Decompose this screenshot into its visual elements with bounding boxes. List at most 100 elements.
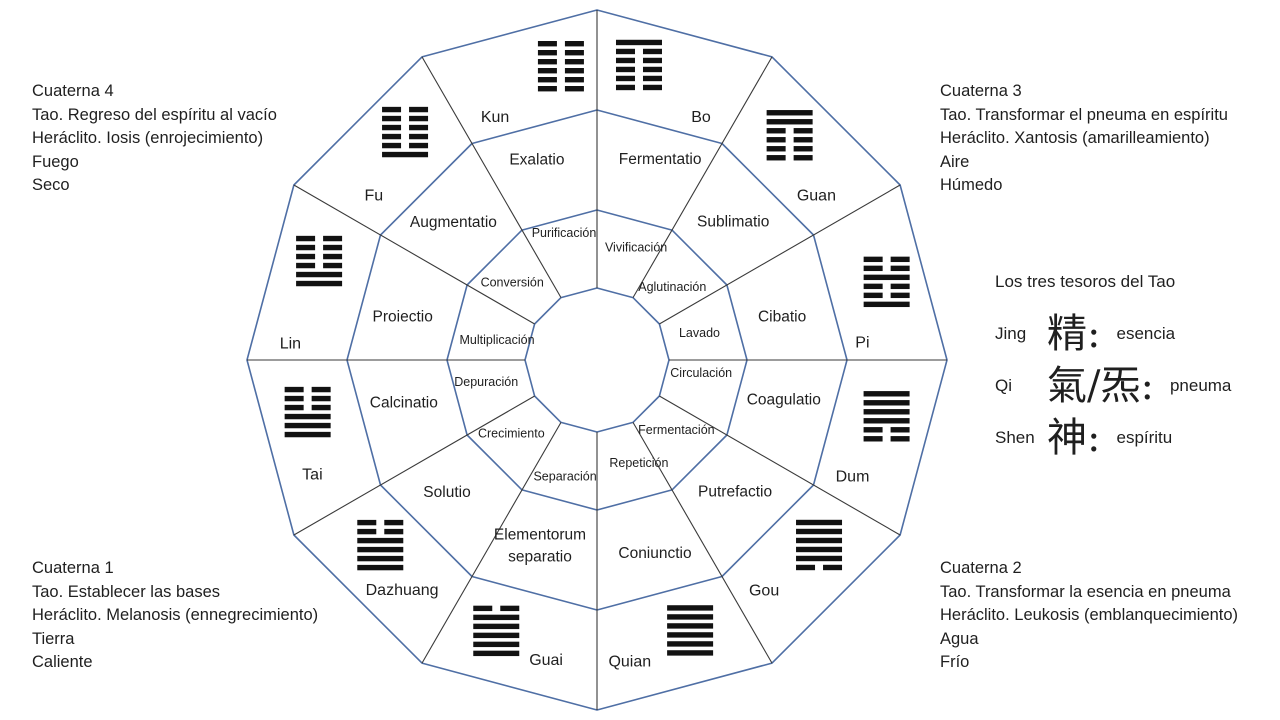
cuaterna-1-block: Cuaterna 1 Tao. Establecer las bases Her… (32, 557, 318, 675)
cuaterna-4-quality: Seco (32, 176, 70, 194)
sector-lin: Lin Proiectio Multiplicación (280, 235, 535, 352)
cuaterna-4-block: Cuaterna 4 Tao. Regreso del espíritu al … (32, 80, 277, 198)
treasure-jing-meaning: esencia (1116, 324, 1176, 343)
sector-divider (421, 56, 562, 298)
inner-term-label-lin: Multiplicación (459, 333, 534, 347)
treasure-qi-row: Qi 氣/炁: pneuma (995, 360, 1231, 412)
inner-term-label-kun: Purificación (532, 226, 597, 240)
sector-kun: Kun Exalatio Purificación (481, 41, 596, 240)
hexagram-name-fu: Fu (364, 188, 383, 205)
inner-term-label-guai: Separación (533, 470, 596, 484)
sector-divider (659, 395, 901, 536)
three-treasures-panel: Los tres tesoros del Tao Jing 精: esencia… (995, 272, 1231, 464)
hexagram-name-quian: Quian (608, 654, 651, 671)
qi-hanzi-glyph: 氣/炁: (1047, 363, 1154, 409)
sector-bo: Bo Fermentatio Vivificación (605, 39, 711, 255)
sector-gou: Gou Putrefactio Fermentación (638, 423, 843, 599)
hexagram-fu-icon (382, 106, 429, 158)
sector-tai: Tai Calcinatio Depuración (284, 375, 518, 484)
cuaterna-2-block: Cuaterna 2 Tao. Transformar la esencia e… (940, 557, 1238, 675)
hexagram-lin-icon (296, 235, 343, 287)
hexagram-pi-icon (863, 256, 910, 308)
sector-divider (632, 422, 773, 664)
sector-divider (632, 56, 773, 298)
hexagram-name-lin: Lin (280, 335, 301, 352)
three-treasures-title: Los tres tesoros del Tao (995, 272, 1176, 291)
jing-hanzi-glyph: 精: (1047, 311, 1101, 357)
cuaterna-4-element: Fuego (32, 152, 79, 171)
hexagram-name-gou: Gou (749, 582, 779, 599)
cuaterna-3-heraclito: Heráclito. Xantosis (amarilleamiento) (940, 129, 1210, 147)
hexagram-dum-icon (863, 391, 910, 442)
treasure-shen-row: Shen 神: espíritu (995, 412, 1231, 464)
hexagram-name-guan: Guan (797, 187, 836, 204)
operation-label-quian: Coniunctio (618, 545, 691, 562)
cuaterna-4-title: Cuaterna 4 (32, 82, 114, 100)
inner-term-label-dum: Circulación (670, 366, 732, 380)
hexagram-quian-icon (667, 605, 714, 656)
cuaterna-2-heraclito: Heráclito. Leukosis (emblanquecimiento) (940, 606, 1239, 624)
cuaterna-2-element: Agua (940, 629, 979, 648)
operation-label-guan: Sublimatio (697, 213, 769, 230)
cuaterna-1-element: Tierra (32, 629, 75, 648)
inner-term-label-fu: Conversión (481, 275, 544, 289)
cuaterna-2-tao: Tao. Transformar la esencia en pneuma (940, 582, 1231, 601)
treasure-jing-row: Jing 精: esencia (995, 308, 1231, 360)
cuaterna-1-title: Cuaterna 1 (32, 559, 114, 577)
treasure-qi-meaning: pneuma (1169, 376, 1232, 395)
cuaterna-3-tao: Tao. Transformar el pneuma en espíritu (940, 105, 1228, 124)
sector-guai: Guai Elementorum separatio Separación (473, 470, 597, 669)
treasure-shen-meaning: espíritu (1116, 428, 1173, 447)
treasure-shen-name: Shen (995, 428, 1035, 447)
hexagram-dazhuang-icon (357, 519, 404, 571)
center-ring-border (524, 287, 670, 433)
hexagram-name-bo: Bo (691, 109, 711, 126)
hexagram-gou-icon (796, 519, 843, 571)
sector-divider-lines (247, 10, 947, 710)
cuaterna-3-block: Cuaterna 3 Tao. Transformar el pneuma en… (940, 80, 1228, 198)
operation-label-fu: Augmentatio (410, 214, 497, 231)
sector-quian: Quian Coniunctio Repetición (608, 456, 714, 671)
operation-label-bo: Fermentatio (619, 151, 702, 168)
operation-label-guai: Elementorum separatio (494, 526, 586, 565)
inner-term-label-pi: Lavado (679, 326, 720, 340)
sector-divider (421, 422, 562, 664)
inner-term-label-guan: Aglutinación (638, 280, 706, 294)
operation-label-dazhuang: Solutio (423, 484, 470, 501)
hexagram-name-pi: Pi (855, 334, 869, 351)
hexagram-name-kun: Kun (481, 109, 509, 126)
inner-term-label-tai: Depuración (454, 375, 518, 389)
sector-divider (293, 395, 535, 536)
operation-label-kun: Exalatio (509, 151, 564, 168)
cuaterna-1-quality: Caliente (32, 653, 93, 671)
operation-label-dum: Coagulatio (747, 392, 821, 409)
sector-fu: Fu Augmentatio Conversión (364, 106, 544, 289)
inner-term-label-gou: Fermentación (638, 423, 714, 437)
operation-label-tai: Calcinatio (370, 395, 438, 412)
hexagram-name-tai: Tai (302, 467, 322, 484)
inner-term-label-dazhuang: Crecimiento (478, 427, 545, 441)
cuaterna-2-title: Cuaterna 2 (940, 559, 1022, 577)
sector-dum: Dum Coagulatio Circulación (670, 366, 910, 486)
operation-label-lin: Proiectio (373, 308, 433, 325)
cuaterna-2-quality: Frío (940, 653, 970, 671)
treasure-jing-name: Jing (995, 324, 1027, 343)
operation-label-pi: Cibatio (758, 308, 806, 325)
sector-pi: Pi Cibatio Lavado (679, 256, 910, 351)
hexagram-tai-icon (284, 386, 331, 438)
shen-hanzi-glyph: 神: (1047, 415, 1101, 461)
treasure-qi-name: Qi (995, 376, 1012, 395)
hexagram-name-dazhuang: Dazhuang (366, 582, 439, 599)
hexagram-name-guai: Guai (529, 652, 563, 669)
hexagram-guai-icon (473, 605, 520, 657)
hexagram-kun-icon (537, 41, 584, 92)
hexagram-name-dum: Dum (836, 469, 870, 486)
cuaterna-3-element: Aire (940, 152, 970, 171)
sector-divider (659, 184, 901, 325)
cuaterna-4-heraclito: Heráclito. Iosis (enrojecimiento) (32, 129, 264, 147)
cuaterna-3-title: Cuaterna 3 (940, 82, 1022, 100)
sector-divider (293, 184, 535, 325)
sector-guan: Guan Sublimatio Aglutinación (638, 110, 836, 294)
